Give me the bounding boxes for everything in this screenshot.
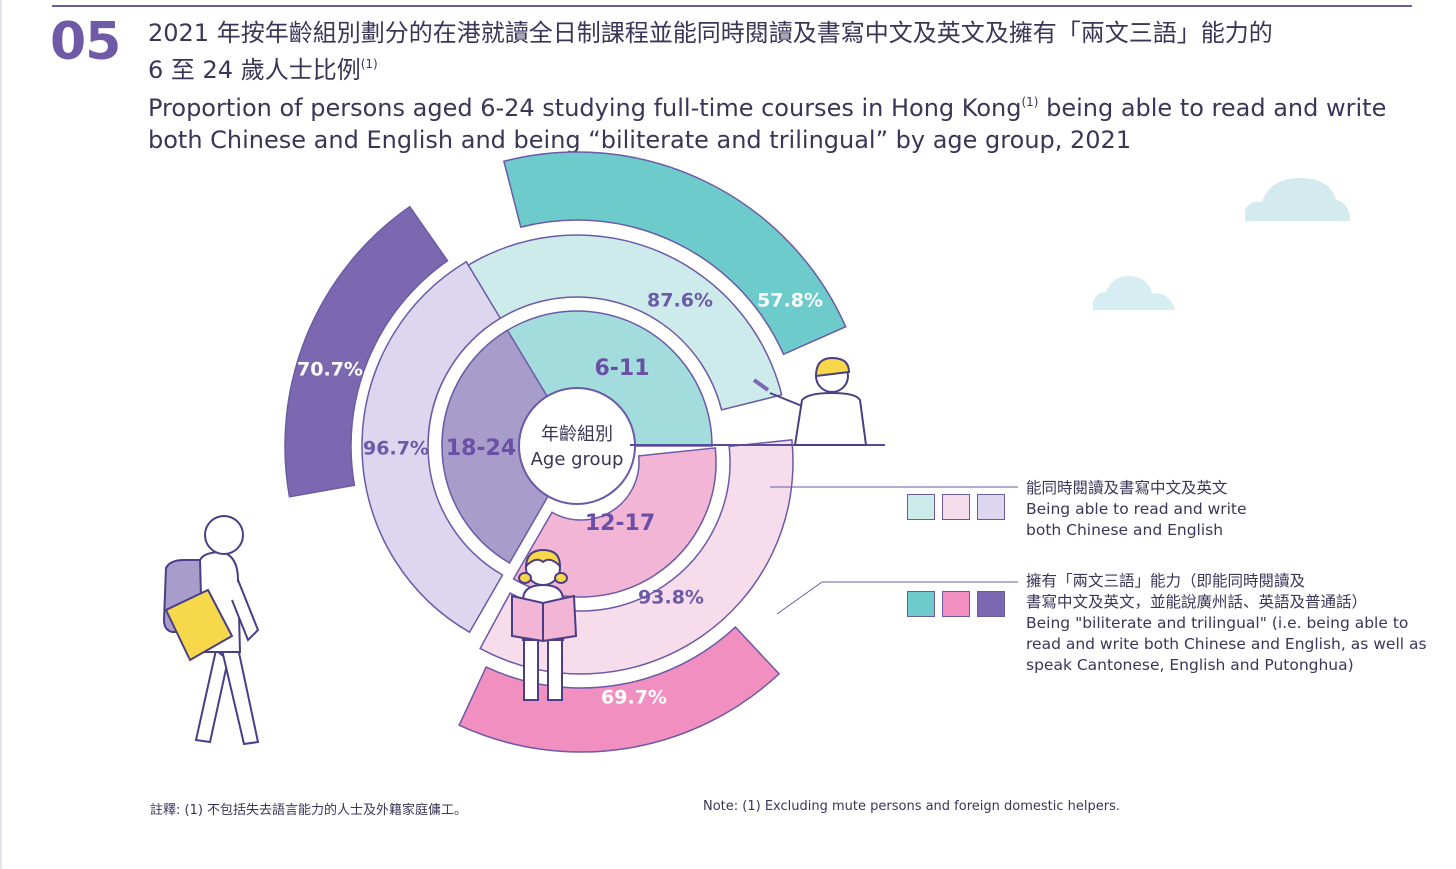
note-en: Note: (1) Excluding mute persons and for… bbox=[703, 799, 1120, 814]
center-circle bbox=[518, 387, 636, 505]
cloud-icon bbox=[1093, 275, 1175, 310]
student-reading-icon bbox=[511, 548, 578, 701]
category-label-6-11: 6-11 bbox=[594, 356, 649, 381]
walking-student-icon bbox=[162, 515, 260, 746]
legend-2-en-line2: read and write both Chinese and English,… bbox=[1026, 635, 1427, 653]
cloud-icon bbox=[1245, 178, 1350, 221]
legend-swatch bbox=[942, 591, 970, 617]
chart-title-zh: 2021 年按年齡組別劃分的在港就讀全日制課程並能同時閱讀及書寫中文及英文及擁有… bbox=[148, 18, 1408, 86]
note-zh: 註釋: (1) 不包括失去語言能力的人士及外籍家庭傭工。 bbox=[150, 803, 468, 818]
figure-number: 05 bbox=[50, 12, 121, 72]
legend-swatches-2 bbox=[907, 591, 1012, 621]
legend-2-zh-line2: 書寫中文及英文，並能說廣州話、英語及普通話） bbox=[1026, 593, 1368, 611]
mid-bar-18-24 bbox=[361, 260, 504, 634]
footnote-marker-en: (1) bbox=[1021, 95, 1039, 109]
legend-swatches-1 bbox=[907, 494, 1012, 524]
legend-swatch bbox=[977, 591, 1005, 617]
value-label-read-write-12-17: 93.8% bbox=[638, 587, 704, 609]
legend-entry-1: 能同時閱讀及書寫中文及英文 Being able to read and wri… bbox=[1026, 478, 1247, 541]
title-zh-line1: 2021 年按年齡組別劃分的在港就讀全日制課程並能同時閱讀及書寫中文及英文及擁有… bbox=[148, 19, 1273, 47]
chart-title-en: Proportion of persons aged 6-24 studying… bbox=[148, 86, 1418, 156]
legend-leader-lines bbox=[770, 486, 1018, 615]
value-label-read-write-18-24: 96.7% bbox=[363, 438, 429, 460]
legend-2-zh-line1: 擁有「兩文三語」能力（即能同時閱讀及 bbox=[1026, 572, 1306, 590]
legend-swatch bbox=[907, 494, 935, 520]
legend-swatch bbox=[942, 494, 970, 520]
center-label-zh: 年齡組別 bbox=[541, 424, 613, 445]
value-label-read-write-6-11: 87.6% bbox=[647, 290, 713, 312]
legend-2-en-line1: Being "biliterate and trilingual" (i.e. … bbox=[1026, 614, 1409, 632]
category-label-18-24: 18-24 bbox=[446, 436, 516, 461]
value-label-trilingual-6-11: 57.8% bbox=[757, 290, 823, 312]
title-en-line1: Proportion of persons aged 6-24 studying… bbox=[148, 94, 1022, 122]
outer-bar-12-17 bbox=[458, 626, 781, 753]
value-label-trilingual-18-24: 70.7% bbox=[297, 359, 363, 381]
value-label-trilingual-12-17: 69.7% bbox=[601, 687, 667, 709]
outer-bar-18-24 bbox=[284, 205, 449, 498]
title-en-line1-wrap: Proportion of persons aged 6-24 studying… bbox=[148, 86, 1418, 124]
legend-swatch bbox=[977, 494, 1005, 520]
title-zh-line2-wrap: 6 至 24 歲人士比例(1) bbox=[148, 49, 1408, 86]
outer-bar-6-11 bbox=[502, 151, 847, 356]
title-en-line1-tail: being able to read and write bbox=[1038, 94, 1387, 122]
legend-swatch bbox=[907, 591, 935, 617]
legend-1-en-line1: Being able to read and write bbox=[1026, 500, 1247, 518]
left-border bbox=[0, 0, 2, 869]
legend-entry-2: 擁有「兩文三語」能力（即能同時閱讀及 書寫中文及英文，並能說廣州話、英語及普通話… bbox=[1026, 571, 1427, 676]
legend-1-zh: 能同時閱讀及書寫中文及英文 bbox=[1026, 479, 1228, 497]
top-rule bbox=[52, 5, 1412, 7]
footnote-marker-zh: (1) bbox=[360, 57, 378, 71]
category-label-12-17: 12-17 bbox=[585, 511, 655, 536]
teacher-figure-icon bbox=[752, 356, 868, 446]
title-en-line2: both Chinese and English and being “bili… bbox=[148, 126, 1132, 154]
legend-2-en-line3: speak Cantonese, English and Putonghua) bbox=[1026, 656, 1354, 674]
center-label-en: Age group bbox=[531, 449, 624, 470]
legend-1-en-line2: both Chinese and English bbox=[1026, 521, 1224, 539]
title-zh-line2: 6 至 24 歲人士比例 bbox=[148, 56, 361, 84]
